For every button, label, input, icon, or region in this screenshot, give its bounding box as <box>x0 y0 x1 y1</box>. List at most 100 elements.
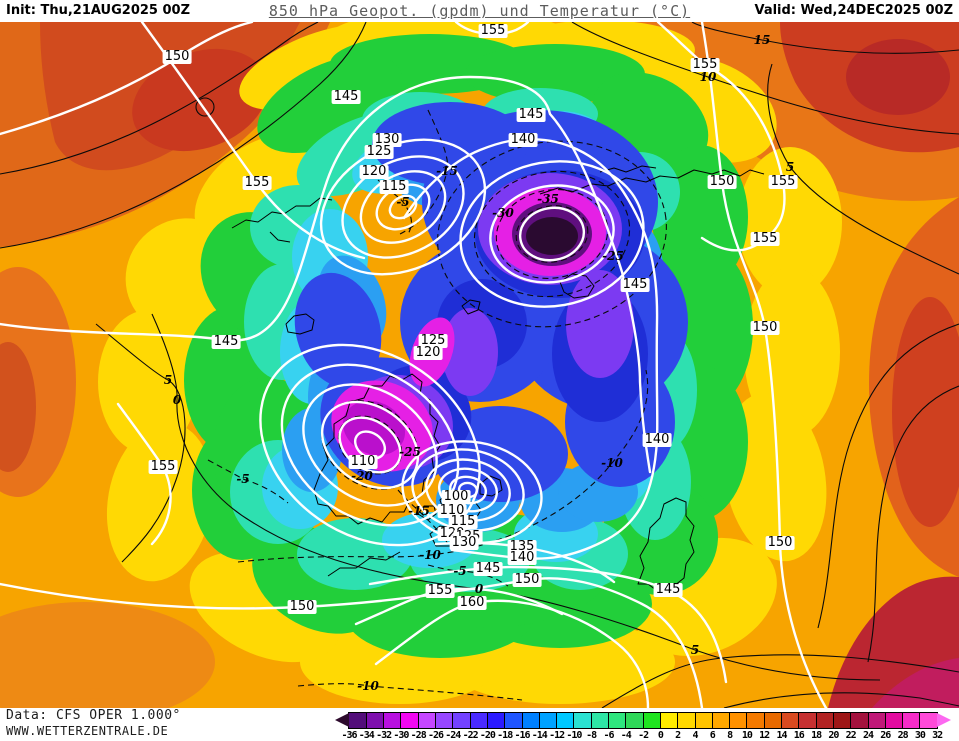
colorbar-tick-label: -8 <box>586 730 597 741</box>
colorbar-tick <box>659 713 661 728</box>
colorbar-tick-label: -10 <box>566 730 582 741</box>
colorbar-tick <box>590 713 592 728</box>
temperature-contour-label: -25 <box>399 445 421 459</box>
colorbar-segment <box>400 713 419 728</box>
colorbar-tick-label: 20 <box>828 730 839 741</box>
colorbar-tick-label: -32 <box>376 730 392 741</box>
geopotential-contour-label: 100 <box>441 489 471 504</box>
colorbar-segment <box>487 713 505 728</box>
colorbar-arrow-right <box>937 713 952 727</box>
colorbar-segment <box>366 713 384 728</box>
colorbar-tick <box>711 713 713 728</box>
colorbar-tick-label: -34 <box>358 730 375 741</box>
geopotential-contour-label: 110 <box>437 503 467 518</box>
colorbar-tick-label: 16 <box>793 730 805 741</box>
colorbar-segment <box>850 713 868 728</box>
colorbar-tick-label: -18 <box>497 730 513 741</box>
temperature-contour-label: -35 <box>537 192 559 206</box>
colorbar-tick <box>832 713 834 728</box>
colorbar-tick <box>556 713 558 728</box>
geopotential-contour-label: 125 <box>418 333 448 348</box>
colorbar-tick <box>625 713 627 728</box>
colorbar-segment <box>383 713 401 728</box>
colorbar-tick <box>469 713 471 728</box>
colorbar-segment <box>435 713 453 728</box>
colorbar-segment <box>729 713 747 728</box>
colorbar-tick-label: -36 <box>341 730 357 741</box>
colorbar-segment <box>816 713 834 728</box>
geopotential-contour-label: 145 <box>653 582 683 597</box>
map-label-layer: 150 155 145 130 125 120 115 155 145 140 155 150 155 1… <box>0 22 959 708</box>
colorbar-tick <box>365 713 367 728</box>
geopotential-contour-label: 150 <box>512 572 542 587</box>
colorbar-segment <box>591 713 609 728</box>
colorbar-tick <box>608 713 609 728</box>
colorbar-segment <box>522 713 540 728</box>
geopotential-contour-label: 145 <box>516 107 546 122</box>
colorbar-tick-label: -12 <box>549 730 565 741</box>
geopotential-contour-label: 140 <box>507 550 537 565</box>
colorbar-segment <box>677 713 695 728</box>
temperature-contour-label: 5 <box>785 160 795 174</box>
geopotential-contour-label: 140 <box>642 432 672 447</box>
geopotential-contour-label: 155 <box>148 459 178 474</box>
temperature-contour-label: -5 <box>236 472 250 486</box>
colorbar-tick-label: -14 <box>531 730 548 741</box>
colorbar-segment <box>764 713 782 728</box>
geopotential-contour-label: 145 <box>620 277 650 292</box>
colorbar-tick <box>798 713 800 728</box>
colorbar-segment <box>660 713 678 728</box>
data-source-label: Data: CFS OPER 1.000° <box>6 708 181 723</box>
colorbar-segment <box>712 713 730 728</box>
weather-map: 150 155 145 130 125 120 115 155 145 140 155 150 155 1… <box>0 22 959 708</box>
colorbar-tick-label: 30 <box>914 730 926 741</box>
colorbar-tick-label: 24 <box>862 730 874 741</box>
colorbar-tick <box>435 713 436 728</box>
temperature-contour-label: -10 <box>357 679 379 693</box>
geopotential-contour-label: 140 <box>508 132 538 147</box>
geopotential-contour-label: 155 <box>768 174 798 189</box>
colorbar-tick-label: -30 <box>393 730 409 741</box>
temperature-contour-label: -5 <box>453 564 467 578</box>
colorbar-segment <box>919 713 938 728</box>
geopotential-contour-label: 130 <box>449 535 479 550</box>
colorbar-tick <box>746 713 748 728</box>
colorbar-tick <box>400 713 402 728</box>
colorbar-tick <box>763 713 765 728</box>
colorbar-tick-label: -24 <box>445 730 461 741</box>
colorbar-tick-label: 14 <box>776 730 787 741</box>
geopotential-contour-label: 120 <box>413 345 443 360</box>
geopotential-contour-label: 155 <box>750 231 780 246</box>
colorbar-tick <box>452 713 454 728</box>
colorbar-segment <box>885 713 903 728</box>
colorbar-tick-label: -6 <box>603 730 614 741</box>
colorbar-tick <box>902 713 904 728</box>
colorbar-tick <box>642 713 644 728</box>
colorbar-tick <box>884 713 886 728</box>
colorbar-tick-label: 28 <box>897 730 909 741</box>
geopotential-contour-label: 145 <box>473 561 503 576</box>
geopotential-contour-label: 150 <box>162 49 192 64</box>
temperature-contour-label: 5 <box>690 643 700 657</box>
temperature-contour-label: -10 <box>419 548 441 562</box>
colorbar-tick <box>538 713 540 728</box>
colorbar-segment <box>573 713 592 728</box>
temperature-colorbar: -36 -34 -32 -30 -28 -26 -24 -22 -20 -18 -16 -14 -12-… <box>0 708 959 741</box>
colorbar-segment <box>625 713 644 728</box>
geopotential-contour-label: 125 <box>364 144 394 159</box>
colorbar-tick-label: 8 <box>727 730 733 741</box>
colorbar-tick <box>383 713 385 728</box>
colorbar-arrow-left <box>335 713 349 727</box>
colorbar-tick-label: 4 <box>692 730 698 741</box>
colorbar-tick-label: 6 <box>709 730 716 741</box>
geopotential-contour-label: 145 <box>211 334 241 349</box>
temperature-contour-label: -5 <box>396 195 410 209</box>
colorbar-tick <box>694 713 696 728</box>
map-header: Init: Thu,21AUG2025 00Z 850 hPa Geopot. … <box>0 0 959 22</box>
geopotential-contour-label: 155 <box>242 175 272 190</box>
geopotential-contour-label: 145 <box>331 89 361 104</box>
colorbar-tick <box>504 713 506 728</box>
temperature-contour-label: -25 <box>602 249 624 263</box>
valid-time-label: Valid: Wed,24DEC2025 00Z <box>754 3 953 18</box>
